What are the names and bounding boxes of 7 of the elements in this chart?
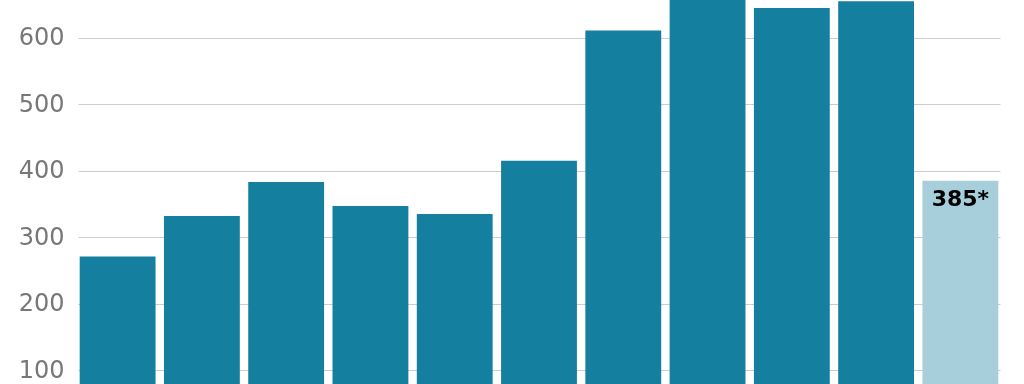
y-tick-label: 500 (18, 89, 65, 118)
y-tick-label: 400 (18, 156, 65, 185)
y-tick-label: 600 (18, 23, 65, 52)
data-label: 385* (931, 185, 990, 211)
y-tick-label: 200 (18, 289, 65, 318)
y-tick-label: 100 (18, 355, 65, 384)
y-tick-label: 300 (18, 222, 65, 251)
